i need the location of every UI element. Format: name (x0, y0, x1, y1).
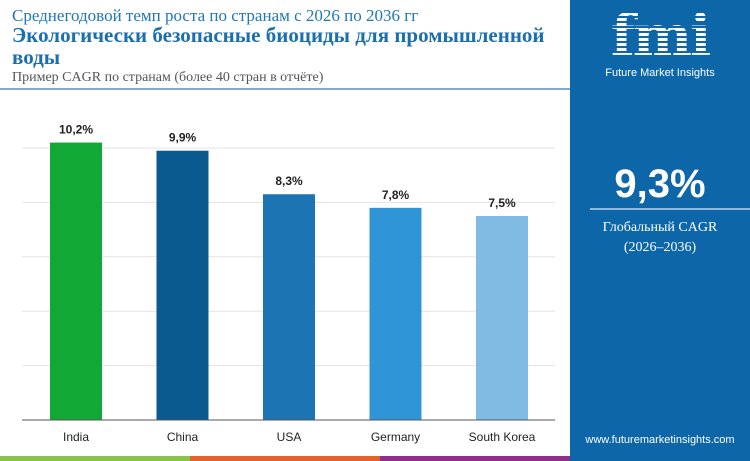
bar-india (50, 142, 102, 420)
chart-title: Экологически безопасные биоциды для пром… (12, 23, 545, 69)
chart-note: Пример CAGR по странам (более 40 стран в… (12, 70, 324, 85)
data-label: 7,5% (488, 196, 516, 210)
website-link[interactable]: www.futuremarketinsights.com (585, 434, 735, 446)
logo-subtitle: Future Market Insights (605, 67, 715, 79)
header-divider (0, 88, 570, 90)
x-tick-label: China (167, 430, 199, 444)
global-period: (2026–2036) (623, 240, 697, 255)
data-label: 7,8% (382, 188, 410, 202)
global-cagr-label: Глобальный CAGR (2026–2036) (570, 218, 750, 258)
stripe-orange (190, 456, 380, 461)
global-cagr-value: 9,3% (614, 162, 706, 206)
bar-south-korea (476, 216, 528, 420)
fmi-logo: fmi (570, 8, 750, 64)
bar-chart: 10,2% India 9,9% China 8,3% USA 7,8% Germany 7,5… (22, 123, 555, 444)
panel-divider (590, 208, 750, 210)
chart-subtitle: Среднегодовой темп роста по странам с 20… (12, 6, 419, 25)
data-label: 8,3% (275, 174, 303, 188)
x-tick-label: Germany (371, 430, 420, 444)
bar-germany (369, 207, 422, 420)
bar-usa (263, 194, 315, 420)
data-label: 9,9% (169, 131, 197, 145)
side-panel: fmi Future Market Insights 9,3% Глобальн… (570, 0, 750, 461)
stripe-purple (380, 456, 570, 461)
x-tick-label: South Korea (469, 430, 536, 444)
data-label: 10,2% (59, 123, 93, 137)
x-tick-label: India (63, 430, 89, 444)
stripe-green (0, 456, 190, 461)
global-label: Глобальный CAGR (602, 220, 718, 235)
x-tick-label: USA (277, 430, 302, 444)
bar-china (156, 150, 209, 420)
